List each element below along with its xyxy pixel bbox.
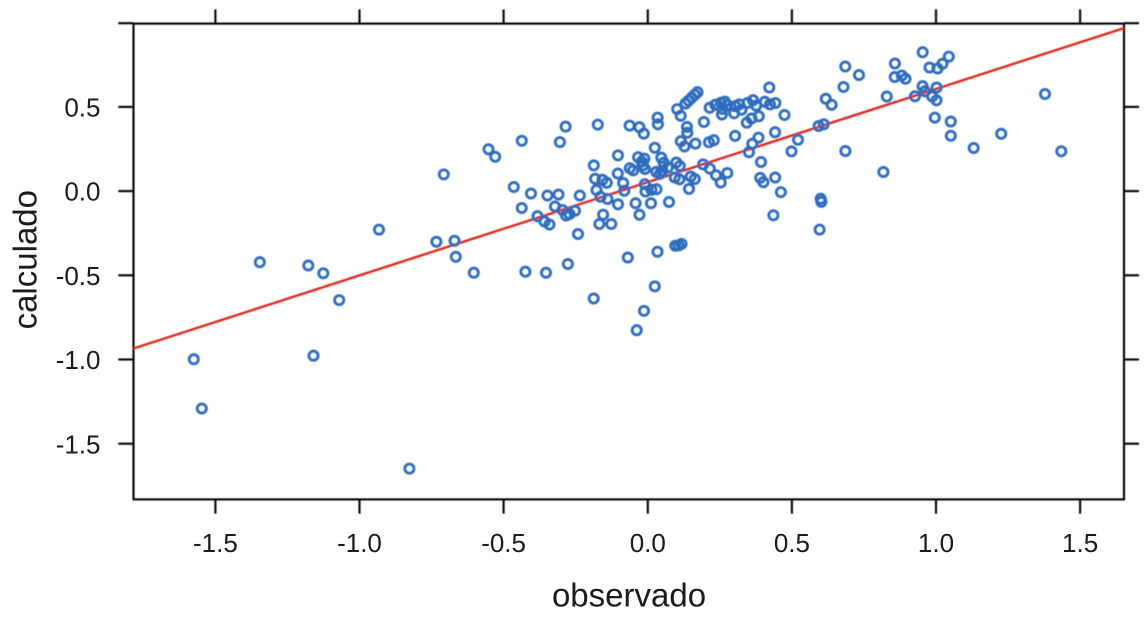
svg-text:0.5: 0.5 bbox=[774, 528, 810, 558]
svg-text:0.0: 0.0 bbox=[64, 177, 100, 207]
svg-text:-1.5: -1.5 bbox=[193, 528, 238, 558]
svg-text:calculado: calculado bbox=[7, 190, 44, 329]
svg-text:-1.0: -1.0 bbox=[337, 528, 382, 558]
svg-text:1.5: 1.5 bbox=[1062, 528, 1098, 558]
svg-text:0.5: 0.5 bbox=[64, 93, 100, 123]
svg-text:0.0: 0.0 bbox=[630, 528, 666, 558]
svg-text:-0.5: -0.5 bbox=[56, 261, 101, 291]
svg-text:-1.0: -1.0 bbox=[56, 345, 101, 375]
svg-text:-1.5: -1.5 bbox=[56, 429, 101, 459]
svg-text:-0.5: -0.5 bbox=[481, 528, 526, 558]
svg-text:observado: observado bbox=[552, 577, 706, 614]
svg-text:1.0: 1.0 bbox=[918, 528, 954, 558]
